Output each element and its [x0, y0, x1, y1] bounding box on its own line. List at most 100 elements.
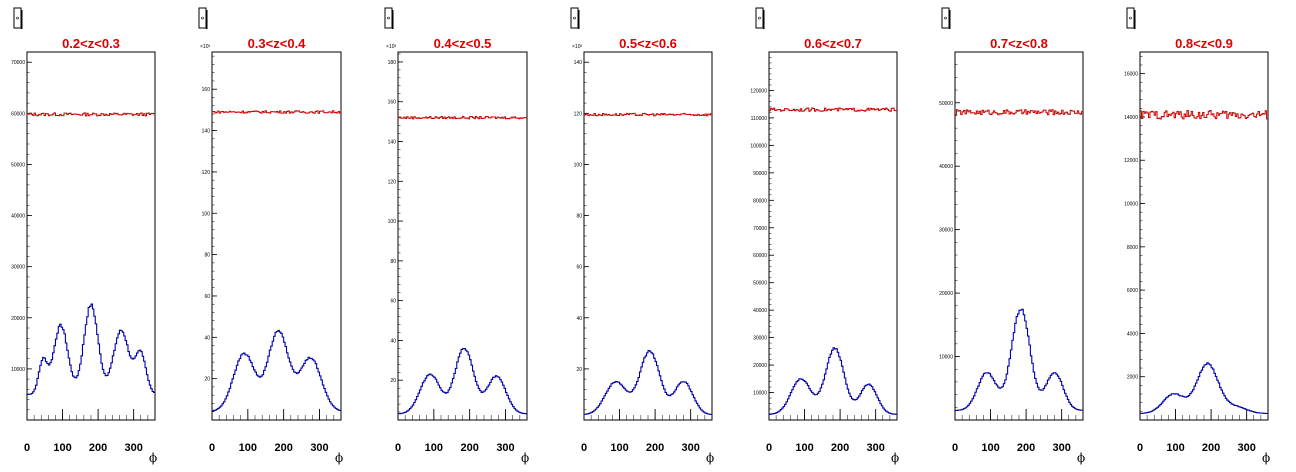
x-tick-label: 100: [795, 442, 813, 454]
plot-frame: [583, 51, 713, 421]
y-tick-label: 40000: [11, 214, 25, 220]
x-tick-label: 300: [124, 442, 142, 454]
plot-frame: [954, 51, 1084, 421]
y-tick-label: 120: [574, 111, 583, 117]
y-tick-label: 10000: [939, 355, 953, 361]
x-tick-label: 300: [1052, 442, 1070, 454]
y-tick-label: 40000: [939, 164, 953, 170]
x-tick-label: 100: [1166, 442, 1184, 454]
panel-title: 0.7<z<0.8: [990, 36, 1048, 51]
y-tick-label: 80: [204, 253, 210, 259]
y-tick-label: 10000: [1124, 202, 1138, 208]
y-tick-label: 120: [388, 179, 397, 185]
y-tick-label: 100000: [750, 143, 767, 149]
y-tick-label: 60: [576, 265, 582, 271]
upper-series-line: [584, 112, 712, 117]
lower-series-line: [769, 347, 897, 415]
plot-frame: [397, 51, 528, 421]
small-box-icon[interactable]: [1126, 7, 1136, 29]
y-tick-label: 140: [388, 140, 397, 146]
x-tick-label: 0: [24, 442, 30, 454]
y-tick-label: 80000: [753, 198, 767, 204]
y-tick-label: 12000: [1124, 158, 1138, 164]
y-tick-label: 100: [202, 211, 211, 217]
icon-box: [198, 7, 207, 29]
panel-title: 0.8<z<0.9: [1175, 36, 1233, 51]
chart-panel: 0.5<z<0.6 20 40 60 80 100 120 140 ×10³ 0 100 200 300…: [570, 7, 714, 465]
y-tick-label: 40: [576, 316, 582, 322]
small-box-icon[interactable]: [384, 7, 394, 29]
y-tick-label: 140: [574, 60, 583, 66]
upper-series-line: [27, 112, 155, 117]
y-tick-label: 30000: [11, 265, 25, 271]
icon-glyph: [573, 16, 576, 20]
y-tick-label: 40: [390, 338, 396, 344]
y-exponent: ×10³: [200, 44, 210, 50]
y-tick-label: 100: [388, 219, 397, 225]
icon-box: [384, 7, 393, 29]
chart-panel: 0.3<z<0.4 20 40 60 80 100 120 140 160 ×10³ 0 100 200…: [198, 7, 343, 465]
plot-frame: [26, 51, 156, 421]
y-tick-label: 20: [204, 377, 210, 383]
y-tick-label: 110000: [751, 116, 768, 122]
x-tick-label: 100: [239, 442, 257, 454]
chart-panel: 0.8<z<0.92000400060008000100001200014000…: [1124, 7, 1270, 465]
y-tick-label: 80: [390, 259, 396, 265]
x-tick-label: 300: [866, 442, 884, 454]
x-axis-title: ϕ: [891, 451, 899, 465]
y-tick-label: 30000: [753, 336, 767, 342]
lower-series-line: [1140, 362, 1268, 414]
chart-panel: 0.7<z<0.8 10000 20000 30000 40000 50000 0 100 20…: [939, 7, 1085, 465]
panel-title: 0.3<z<0.4: [248, 36, 307, 51]
y-tick-label: 60000: [11, 111, 25, 117]
lower-series-line: [27, 303, 155, 395]
small-box-icon[interactable]: [755, 7, 765, 29]
chart-panel: 0.4<z<0.5 20 40 60 80 100 120 140 160 180 ×10³ 0 100…: [384, 7, 529, 465]
y-tick-label: 4000: [1127, 331, 1138, 337]
y-exponent: ×10³: [572, 44, 582, 50]
x-tick-label: 300: [681, 442, 699, 454]
plot-frame: [768, 51, 898, 421]
icon-box: [941, 7, 950, 29]
y-tick-label: 70000: [11, 60, 25, 66]
icon-glyph: [944, 16, 947, 20]
upper-series-line: [769, 107, 897, 112]
x-tick-label: 200: [831, 442, 849, 454]
icon-shadow: [949, 10, 951, 29]
x-axis-title: ϕ: [1077, 451, 1085, 465]
chart-panel: 0.6<z<0.7 10000 20000 30000 40000 50000 60000 7…: [750, 7, 899, 465]
icon-glyph: [16, 16, 19, 20]
small-box-icon[interactable]: [570, 7, 580, 29]
x-tick-label: 0: [395, 442, 401, 454]
x-axis-title: ϕ: [706, 451, 714, 465]
chart-panel: 0.2<z<0.3 10000 20000 30000 40000 50000 60000 7…: [11, 7, 157, 465]
x-tick-label: 100: [53, 442, 71, 454]
y-exponent: ×10³: [386, 44, 396, 50]
x-tick-label: 0: [766, 442, 772, 454]
small-box-icon[interactable]: [941, 7, 951, 29]
panel-title: 0.5<z<0.6: [619, 36, 677, 51]
x-tick-label: 200: [460, 442, 478, 454]
y-tick-label: 120: [202, 170, 211, 176]
lower-series-line: [398, 347, 527, 415]
y-tick-label: 50000: [753, 281, 767, 287]
y-tick-label: 8000: [1127, 245, 1138, 251]
icon-box: [1126, 7, 1135, 29]
lower-series-line: [955, 308, 1083, 412]
small-box-icon[interactable]: [13, 7, 23, 29]
y-tick-label: 60000: [753, 253, 767, 259]
y-tick-label: 20000: [11, 316, 25, 322]
icon-shadow: [763, 10, 765, 29]
icon-shadow: [1134, 10, 1136, 29]
upper-series-line: [1140, 110, 1268, 120]
y-tick-label: 40: [204, 335, 210, 341]
y-tick-label: 180: [388, 60, 397, 66]
y-tick-label: 50000: [939, 101, 953, 107]
x-axis-title: ϕ: [149, 451, 157, 465]
y-tick-label: 120000: [750, 88, 767, 94]
y-tick-label: 70000: [753, 226, 767, 232]
y-tick-label: 60: [390, 299, 396, 305]
small-box-icon[interactable]: [198, 7, 208, 29]
y-tick-label: 2000: [1127, 375, 1138, 381]
panel-title: 0.4<z<0.5: [434, 36, 492, 51]
